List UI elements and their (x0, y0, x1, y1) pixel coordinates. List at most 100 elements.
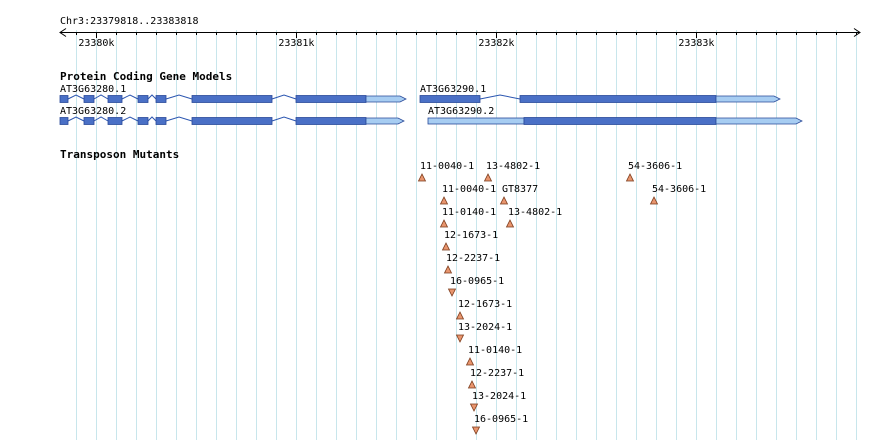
insertion-label: 13-2024-1 (458, 322, 512, 333)
exon (295, 95, 367, 103)
utr (715, 95, 781, 103)
intron (165, 94, 193, 100)
intron (147, 116, 157, 122)
intron (479, 94, 521, 100)
transposon-insertion: 13-2024-1 (469, 391, 526, 412)
insertion-marker (469, 403, 479, 412)
transposon-insertion: 11-0140-1 (439, 207, 496, 228)
insertion-marker (499, 196, 509, 205)
utr (715, 117, 803, 125)
intron (67, 116, 85, 122)
transposon-insertion: 11-0040-1 (439, 184, 496, 205)
intron (67, 94, 85, 100)
insertion-marker (483, 173, 493, 182)
exon (295, 117, 367, 125)
exon (191, 95, 273, 103)
utr (427, 117, 525, 125)
transposon-insertion: 11-0140-1 (465, 345, 522, 366)
transposon-insertion: 54-3606-1 (625, 161, 682, 182)
transposon-insertion: 12-1673-1 (441, 230, 498, 251)
transposon-insertion: 13-4802-1 (505, 207, 562, 228)
intron (93, 116, 109, 122)
exon (519, 95, 717, 103)
gene-model: AT3G63280.2 (59, 106, 405, 125)
ruler-tick-label: 23382k (478, 38, 514, 49)
insertion-marker (465, 357, 475, 366)
insertion-label: 54-3606-1 (652, 184, 706, 195)
insertion-marker (455, 311, 465, 320)
insertion-marker (439, 219, 449, 228)
insertion-label: 11-0140-1 (468, 345, 522, 356)
transposon-insertion: 16-0965-1 (447, 276, 504, 297)
insertion-marker (439, 196, 449, 205)
insertion-marker (417, 173, 427, 182)
utr (365, 117, 405, 125)
insertion-marker (443, 265, 453, 274)
transposon-insertion: 12-2237-1 (443, 253, 500, 274)
insertion-marker (505, 219, 515, 228)
insertion-label: 11-0040-1 (442, 184, 496, 195)
transposon-insertion: 12-1673-1 (455, 299, 512, 320)
transposon-insertion: 12-2237-1 (467, 368, 524, 389)
gene-model: AT3G63290.1 (419, 84, 781, 103)
utr (365, 95, 407, 103)
gene-model: AT3G63280.1 (59, 84, 407, 103)
insertion-marker (625, 173, 635, 182)
insertion-marker (441, 242, 451, 251)
ruler-tick-label: 23381k (278, 38, 314, 49)
exon (59, 95, 69, 103)
gene-model-label: AT3G63280.2 (60, 106, 126, 117)
exon (107, 95, 123, 103)
insertion-marker (455, 334, 465, 343)
insertion-label: 11-0040-1 (420, 161, 474, 172)
insertion-label: 16-0965-1 (474, 414, 528, 425)
exon (107, 117, 123, 125)
intron (121, 94, 139, 100)
insertion-label: 11-0140-1 (442, 207, 496, 218)
insertion-marker (467, 380, 477, 389)
transposon-insertion: 13-4802-1 (483, 161, 540, 182)
insertion-label: 12-2237-1 (446, 253, 500, 264)
intron (165, 116, 193, 122)
exon (191, 117, 273, 125)
exon (155, 117, 167, 125)
transposon-insertion: 16-0965-1 (471, 414, 528, 435)
gene-model-label: AT3G63290.2 (428, 106, 494, 117)
exon (523, 117, 717, 125)
insertion-marker (471, 426, 481, 435)
ruler-right-arrow (853, 28, 861, 37)
insertion-marker (447, 288, 457, 297)
insertion-label: 12-1673-1 (444, 230, 498, 241)
transposon-mutant-track: 11-0040-1 13-4802-1 54-3606-1 11-0040-1 GT83… (417, 161, 706, 435)
intron (121, 116, 139, 122)
exon (137, 117, 149, 125)
transposon-insertion: GT8377 (499, 184, 538, 205)
insertion-label: GT8377 (502, 184, 538, 195)
exon (155, 95, 167, 103)
exon (83, 117, 95, 125)
ruler-tick-label: 23383k (678, 38, 714, 49)
intron (271, 116, 297, 122)
exon (137, 95, 149, 103)
insertion-marker (649, 196, 659, 205)
exon (59, 117, 69, 125)
gene-model: AT3G63290.2 (427, 106, 803, 125)
gene-model-label: AT3G63290.1 (420, 84, 486, 95)
transposon-insertion: 13-2024-1 (455, 322, 512, 343)
exon (83, 95, 95, 103)
transposon-insertion: 11-0040-1 (417, 161, 474, 182)
gene-track-title: Protein Coding Gene Models (60, 70, 232, 83)
region-label: Chr3:23379818..23383818 (60, 16, 198, 27)
ruler-ticks: 23380k 23381k 23382k 23383k (59, 28, 861, 49)
transposon-insertion: 54-3606-1 (649, 184, 706, 205)
exon (419, 95, 481, 103)
insertion-label: 13-4802-1 (508, 207, 562, 218)
intron (271, 94, 297, 100)
insertion-label: 13-2024-1 (472, 391, 526, 402)
insertion-label: 54-3606-1 (628, 161, 682, 172)
intron (147, 94, 157, 100)
gene-model-label: AT3G63280.1 (60, 84, 126, 95)
gene-track: AT3G63280.1 AT3G63280.2 AT3G63290.1 AT3G632… (59, 84, 803, 125)
mutant-track-title: Transposon Mutants (60, 148, 179, 161)
